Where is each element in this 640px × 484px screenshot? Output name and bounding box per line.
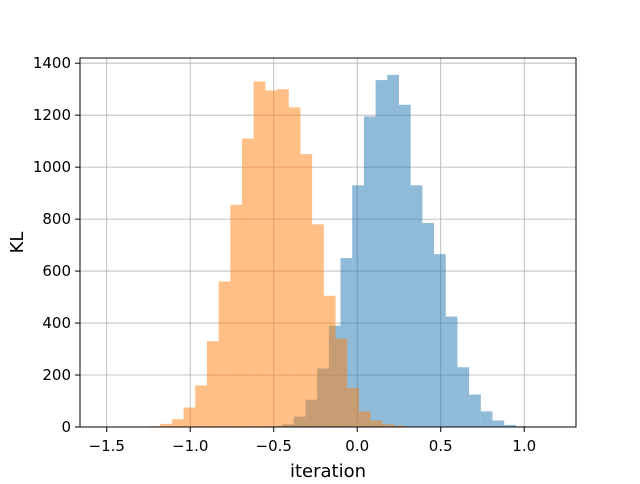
x-tick-label-4: 0.5: [429, 437, 453, 455]
series-0-bar-10: [387, 75, 399, 427]
x-tick-label-2: −0.5: [256, 437, 292, 455]
y-tick-label-1: 200: [42, 366, 71, 384]
series-1-bar-4: [184, 408, 196, 427]
x-tick-label-3: 0.0: [345, 437, 369, 455]
series-1-bar-13: [289, 107, 301, 427]
y-tick-label-4: 800: [42, 210, 71, 228]
series-1-bar-7: [219, 281, 231, 427]
y-tick-label-5: 1000: [33, 158, 71, 176]
y-tick-label-6: 1200: [33, 106, 71, 124]
y-tick-label-2: 400: [42, 314, 71, 332]
series-1-bar-3: [172, 419, 184, 427]
series-1-bar-14: [300, 154, 312, 427]
y-tick-label-0: 0: [61, 418, 71, 436]
histogram-bars: [137, 75, 551, 427]
y-axis-label: KL: [7, 232, 28, 254]
series-0-bar-16: [457, 367, 469, 427]
series-0-bar-9: [376, 80, 388, 427]
x-axis-label: iteration: [290, 461, 366, 480]
series-1-bar-8: [230, 205, 242, 427]
series-0-bar-19: [492, 421, 504, 427]
y-tick-label-3: 600: [42, 262, 71, 280]
x-tick-label-5: 1.0: [512, 437, 536, 455]
x-tick-label-0: −1.5: [89, 437, 125, 455]
series-0-bar-17: [469, 395, 481, 427]
series-0-bar-15: [446, 317, 458, 427]
series-1-bar-11: [265, 90, 277, 427]
series-0-bar-14: [434, 254, 446, 427]
series-0-bar-12: [411, 185, 423, 427]
y-tick-label-7: 1400: [33, 54, 71, 72]
series-1-bar-16: [324, 296, 336, 427]
series-0-bar-13: [422, 223, 434, 427]
series-1-bar-6: [207, 341, 219, 427]
series-0-bar-8: [364, 116, 376, 427]
series-1-bar-9: [242, 139, 254, 427]
series-1-bar-17: [336, 339, 348, 427]
series-1-bar-12: [277, 89, 289, 427]
series-1-bar-10: [254, 81, 266, 427]
series-1-bar-19: [359, 411, 371, 427]
series-1-bar-18: [347, 388, 359, 427]
series-0-bar-11: [399, 105, 411, 427]
x-tick-label-1: −1.0: [172, 437, 208, 455]
series-0-bar-18: [481, 411, 493, 427]
series-1-bar-5: [195, 385, 207, 427]
series-1-bar-20: [371, 421, 383, 427]
series-1-bar-15: [312, 224, 324, 427]
